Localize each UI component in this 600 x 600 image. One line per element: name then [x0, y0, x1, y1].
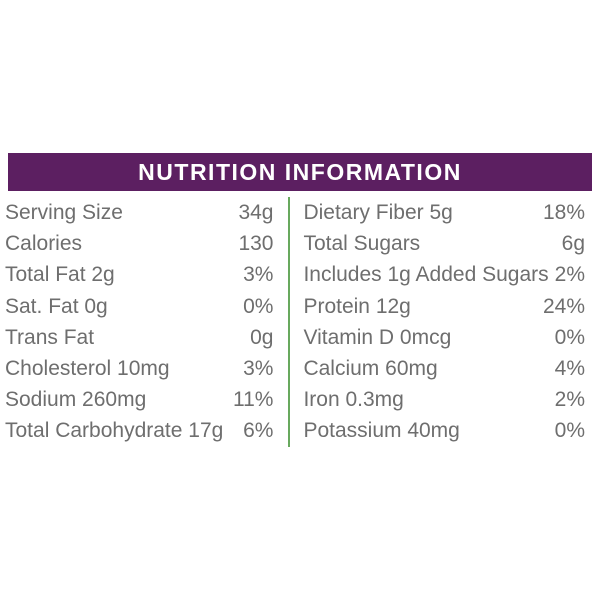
nutrient-value: 3%	[243, 356, 274, 380]
nutrient-label: Calcium 60mg	[303, 356, 438, 380]
nutrient-row: Calories 130	[5, 228, 273, 259]
nutrition-header-bar: NUTRITION INFORMATION	[8, 153, 592, 191]
nutrient-row: Potassium 40mg 0%	[303, 415, 585, 446]
nutrient-label: Potassium 40mg	[303, 419, 460, 443]
nutrient-value: 0g	[250, 325, 274, 349]
nutrient-row: Total Fat 2g 3%	[5, 259, 273, 290]
nutrient-value: 24%	[542, 294, 585, 318]
nutrient-row: Calcium 60mg 4%	[303, 353, 585, 384]
nutrient-value: 130	[238, 232, 274, 256]
nutrient-label: Total Carbohydrate 17g	[5, 419, 224, 443]
nutrient-label: Vitamin D 0mcg	[303, 325, 452, 349]
nutrient-label: Protein 12g	[303, 294, 411, 318]
nutrient-value: 11%	[233, 388, 274, 412]
nutrient-label: Total Fat 2g	[5, 263, 115, 287]
nutrient-label: Iron 0.3mg	[303, 388, 404, 412]
nutrient-row: Total Carbohydrate 17g 6%	[5, 415, 273, 446]
nutrient-value: 0%	[554, 325, 585, 349]
nutrient-value: 18%	[542, 201, 585, 224]
nutrient-label: Calories	[5, 232, 83, 256]
nutrient-row: Sodium 260mg 11%	[5, 384, 273, 415]
nutrient-row: Dietary Fiber 5g 18%	[303, 197, 585, 228]
nutrient-value: 3%	[243, 263, 274, 287]
nutrition-table: Serving Size 34g Calories 130 Total Fat 2g 3%…	[0, 197, 600, 447]
nutrient-value: 6%	[243, 419, 274, 443]
nutrient-label: Cholesterol 10mg	[5, 356, 170, 380]
nutrient-label: Sat. Fat 0g	[5, 294, 108, 318]
nutrition-column-right: Dietary Fiber 5g 18% Total Sugars 6g Include…	[290, 197, 600, 447]
nutrient-value: 4%	[554, 356, 585, 380]
nutrient-label: Includes 1g Added Sugars	[303, 263, 549, 287]
nutrient-value: 2%	[554, 388, 585, 412]
nutrient-row: Cholesterol 10mg 3%	[5, 353, 273, 384]
nutrient-value: 2%	[554, 263, 585, 287]
nutrient-row: Serving Size 34g	[5, 197, 273, 228]
nutrient-label: Dietary Fiber 5g	[303, 201, 453, 224]
nutrient-row: Total Sugars 6g	[303, 228, 585, 259]
nutrient-value: 0%	[554, 419, 585, 443]
nutrient-row: Vitamin D 0mcg 0%	[303, 322, 585, 353]
nutrient-row: Trans Fat 0g	[5, 322, 273, 353]
nutrient-label: Sodium 260mg	[5, 388, 147, 412]
nutrient-value: 6g	[561, 232, 585, 256]
nutrient-label: Serving Size	[5, 201, 123, 224]
nutrition-label: NUTRITION INFORMATION Serving Size 34g Cal…	[0, 153, 600, 447]
nutrition-header-title: NUTRITION INFORMATION	[138, 158, 462, 185]
nutrient-row: Protein 12g 24%	[303, 291, 585, 322]
nutrient-label: Total Sugars	[303, 232, 421, 256]
nutrient-value: 34g	[238, 201, 274, 224]
nutrient-row: Includes 1g Added Sugars 2%	[303, 259, 585, 290]
nutrient-value: 0%	[243, 294, 274, 318]
nutrient-row: Iron 0.3mg 2%	[303, 384, 585, 415]
column-divider	[288, 197, 291, 447]
nutrition-column-left: Serving Size 34g Calories 130 Total Fat 2g 3%…	[0, 197, 288, 447]
nutrient-row: Sat. Fat 0g 0%	[5, 291, 273, 322]
nutrient-label: Trans Fat	[5, 325, 95, 349]
